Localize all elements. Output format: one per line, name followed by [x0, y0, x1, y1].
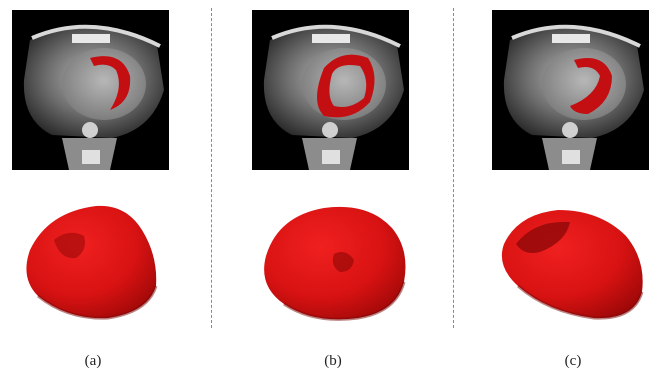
3d-mesh-render: [248, 200, 418, 325]
caption-b: (b): [324, 353, 342, 369]
panel-b: (b): [248, 0, 448, 373]
panel-c: (c): [488, 0, 655, 373]
caption-a: (a): [84, 353, 102, 369]
ct-slice-image: [252, 10, 409, 170]
ct-slice-image: [12, 10, 169, 170]
3d-mesh-render: [488, 200, 655, 325]
panel-a: (a): [8, 0, 208, 373]
3d-mesh-render: [8, 200, 178, 325]
ct-slice-image: [492, 10, 649, 170]
caption-c: (c): [564, 353, 582, 369]
dashed-divider: [211, 8, 212, 328]
dashed-divider: [453, 8, 454, 328]
